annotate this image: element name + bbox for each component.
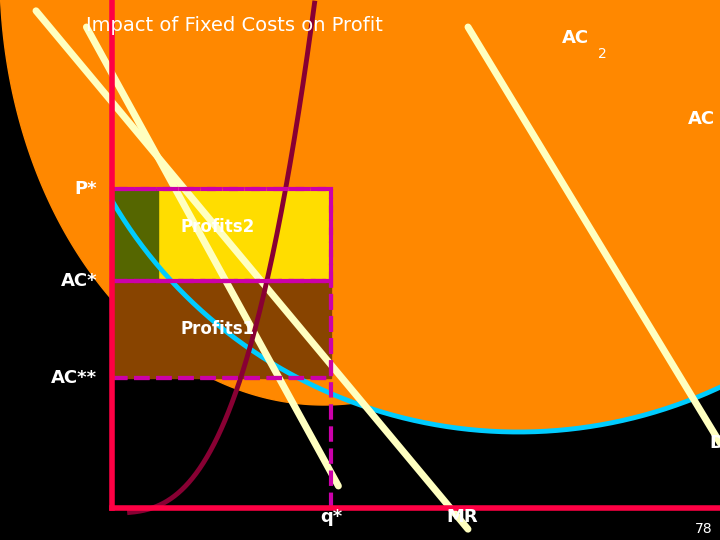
Text: P*: P* xyxy=(75,180,97,198)
Text: AC: AC xyxy=(562,29,589,47)
Text: MR: MR xyxy=(446,509,478,526)
Text: 78: 78 xyxy=(696,522,713,536)
Text: Profits2: Profits2 xyxy=(180,218,254,236)
Polygon shape xyxy=(0,0,648,405)
Bar xyxy=(112,281,331,378)
Text: q*: q* xyxy=(320,509,342,526)
Polygon shape xyxy=(112,189,331,281)
Text: D: D xyxy=(709,434,720,452)
Text: AC: AC xyxy=(688,110,715,128)
Text: Impact of Fixed Costs on Profit: Impact of Fixed Costs on Profit xyxy=(86,16,383,35)
Text: AC**: AC** xyxy=(51,369,97,387)
Text: AC*: AC* xyxy=(60,272,97,290)
Polygon shape xyxy=(50,0,720,432)
Text: 2: 2 xyxy=(598,47,606,61)
Bar xyxy=(112,189,331,281)
Polygon shape xyxy=(112,189,158,281)
Text: Profits1: Profits1 xyxy=(180,320,254,339)
Polygon shape xyxy=(112,281,331,378)
